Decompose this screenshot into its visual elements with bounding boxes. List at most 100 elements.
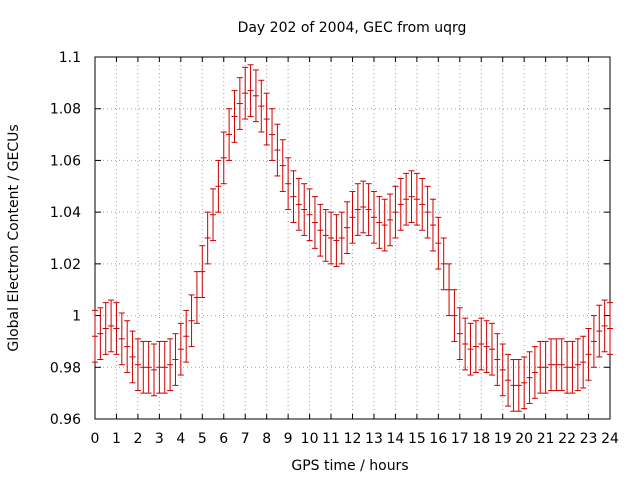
data-series <box>92 64 613 412</box>
error-bar-point <box>124 320 131 373</box>
x-tick-label: 24 <box>601 431 619 447</box>
y-axis-label: Global Electron Content / GECUs <box>6 124 22 351</box>
error-bar-point <box>478 317 485 371</box>
error-bar-point <box>97 307 104 361</box>
error-bar-point <box>607 302 613 355</box>
x-axis-label: GPS time / hours <box>291 458 408 474</box>
error-bar-point <box>387 193 394 247</box>
error-bar-point <box>553 338 560 392</box>
y-tick-label: 0.96 <box>50 412 81 428</box>
x-tick-label: 23 <box>580 431 598 447</box>
chart-title: Day 202 of 2004, GEC from uqrg <box>238 20 467 36</box>
x-tick-label: 5 <box>198 431 207 447</box>
error-bar-point <box>349 190 356 244</box>
error-bar-point <box>129 330 136 384</box>
error-bar-point <box>156 340 163 394</box>
x-tick-label: 15 <box>408 431 426 447</box>
error-bar-point <box>574 338 581 392</box>
error-bar-point <box>531 346 538 399</box>
x-tick-label: 12 <box>344 431 362 447</box>
error-bar-point <box>167 338 174 392</box>
error-bar-point <box>451 289 458 342</box>
error-bar-point <box>242 66 249 120</box>
error-bar-point <box>521 356 528 410</box>
error-bar-point <box>134 338 141 392</box>
error-bar-point <box>328 211 335 265</box>
error-bar-point <box>499 343 506 397</box>
error-bar-point <box>188 294 195 348</box>
error-bar-point <box>494 333 501 386</box>
error-bar-point <box>488 322 495 376</box>
error-bar-point <box>515 359 522 412</box>
x-tick-label: 3 <box>155 431 164 447</box>
y-tick-label: 1.08 <box>50 102 81 118</box>
error-bar-point <box>542 340 549 394</box>
series-gec <box>92 64 613 412</box>
error-bar-point <box>108 299 115 353</box>
error-bar-point <box>419 178 426 231</box>
error-bar-point <box>322 209 329 262</box>
error-bar-point <box>370 190 377 244</box>
grid-lines <box>95 57 610 419</box>
error-bar-point <box>252 69 259 123</box>
error-bar-point <box>354 183 361 236</box>
error-bar-point <box>333 214 340 267</box>
y-tick-label: 1.02 <box>50 257 81 273</box>
error-bar-point <box>510 359 517 412</box>
error-bar-point <box>526 351 533 404</box>
error-bar-point <box>247 64 254 117</box>
error-bar-point <box>102 302 109 355</box>
error-bar-point <box>344 201 351 255</box>
error-bar-point <box>569 340 576 394</box>
y-tick-label: 0.98 <box>50 360 81 376</box>
x-tick-label: 20 <box>515 431 533 447</box>
error-bar-point <box>408 170 415 223</box>
error-bar-point <box>483 320 490 373</box>
error-bar-point <box>285 157 292 211</box>
error-bar-point <box>210 188 217 242</box>
error-bar-point <box>413 172 420 226</box>
error-bar-point <box>145 340 152 394</box>
x-tick-label: 2 <box>133 431 142 447</box>
error-bar-point <box>317 203 324 257</box>
x-tick-label: 6 <box>219 431 228 447</box>
x-tick-label: 4 <box>176 431 185 447</box>
error-bar-point <box>177 322 184 376</box>
error-bar-point <box>204 211 211 265</box>
x-tick-label: 18 <box>472 431 490 447</box>
x-tick-label: 7 <box>241 431 250 447</box>
x-tick-label: 22 <box>558 431 576 447</box>
error-bar-point <box>140 340 147 394</box>
error-bar-point <box>564 340 571 394</box>
error-bar-point <box>113 302 120 355</box>
error-bar-point <box>429 198 436 252</box>
error-bar-point <box>435 216 442 270</box>
error-bar-point <box>301 183 308 236</box>
error-bar-point <box>403 172 410 226</box>
y-tick-label: 1.04 <box>50 205 81 221</box>
error-bar-point <box>263 92 270 146</box>
error-bar-point <box>397 178 404 231</box>
error-bar-point <box>424 185 431 239</box>
error-bar-point <box>183 309 190 363</box>
error-bar-point <box>338 211 345 265</box>
error-bar-point <box>601 299 608 353</box>
error-bar-point <box>467 322 474 376</box>
x-tick-label: 9 <box>284 431 293 447</box>
error-bar-point <box>92 309 98 363</box>
x-tick-label: 1 <box>112 431 121 447</box>
error-bar-point <box>376 196 383 249</box>
axis-ticks: 0 1 2 3 4 5 6 7 8 9 10 11 12 13 14 15 16 17 18 19 20 21 22 23 24… <box>50 50 619 447</box>
error-bar-point <box>193 271 200 324</box>
error-bar-point <box>172 333 179 386</box>
error-bar-point <box>360 180 367 234</box>
error-bar-point <box>462 317 469 371</box>
error-bar-point <box>151 343 158 397</box>
error-bar-point <box>537 340 544 394</box>
error-bar-point <box>365 183 372 236</box>
error-bar-point <box>226 108 233 161</box>
x-tick-label: 13 <box>365 431 383 447</box>
error-bar-point <box>440 237 447 291</box>
error-bar-point <box>446 263 453 317</box>
